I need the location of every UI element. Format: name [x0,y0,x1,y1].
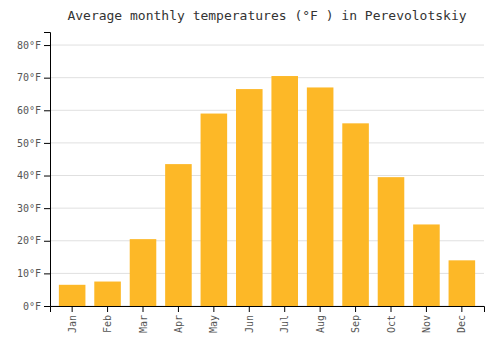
tick-mark [44,110,50,111]
tick-mark [426,306,427,312]
tick-label: Sep [350,315,361,333]
tick-label: Jul [279,315,290,333]
tick: 60°F [17,105,50,116]
tick-mark [355,306,356,312]
tick-mark [143,306,144,312]
axis-line [44,33,51,307]
bar [59,285,86,306]
grid-line [50,45,484,46]
tick-label: Dec [456,315,467,333]
tick: 50°F [17,138,50,149]
grid-line [50,142,484,143]
grid-line [50,208,484,209]
tick: Aug [315,306,326,333]
tick: Dec [456,306,467,333]
tick-mark [44,306,50,307]
tick-label: Jan [67,315,78,333]
tick-mark [44,45,50,46]
tick: Feb [102,306,113,333]
tick: Jul [279,306,290,333]
tick: 80°F [17,40,50,51]
tick-mark [249,306,250,312]
tick-label: Jun [244,315,255,333]
tick-mark [72,306,73,312]
tick-mark [178,306,179,312]
tick-label: 30°F [17,203,41,214]
plot: 0°F 10°F 20°F 30°F 40°F 50°F 60°F 70°F 80°F Jan Fe… [17,33,485,334]
tick-label: 60°F [17,105,41,116]
bar [413,224,440,306]
tick: Nov [421,306,432,333]
tick: May [208,306,219,333]
bar [201,114,228,306]
tick: 40°F [17,170,50,181]
tick: Mar [138,306,149,333]
bar [94,282,121,306]
tick-label: 20°F [17,235,41,246]
tick: Jan [67,306,78,333]
tick-label: Mar [138,315,149,333]
tick-label: Aug [315,315,326,333]
tick-label: Apr [173,315,184,333]
bars [59,76,475,306]
tick: Jun [244,306,255,333]
tick-mark [391,306,392,312]
grid-line [50,175,484,176]
tick-label: 0°F [23,301,41,312]
tick-mark [44,143,50,144]
tick: Sep [350,306,361,333]
tick-mark [284,306,285,312]
tick-label: 10°F [17,268,41,279]
y-axis: 0°F 10°F 20°F 30°F 40°F 50°F 60°F 70°F 80°F [17,33,51,312]
tick: 30°F [17,203,50,214]
tick-label: 80°F [17,40,41,51]
tick-mark [44,273,50,274]
bar [342,123,369,306]
tick: 20°F [17,235,50,246]
title: Average monthly temperatures (°F ) in Pe… [67,8,466,23]
tick-mark [44,78,50,79]
bar [165,164,192,306]
tick-mark [44,208,50,209]
tick-label: Oct [386,315,397,333]
tick-label: 40°F [17,170,41,181]
x-axis: Jan Feb Mar Apr May Jun Jul Aug Sep Oct Nov Dec [51,306,485,333]
tick: 0°F [23,301,50,312]
tick-label: May [208,315,219,333]
axis-line [51,307,485,313]
tick: 10°F [17,268,50,279]
bar [130,239,157,306]
tick-mark [107,306,108,312]
tick-mark [44,241,50,242]
tick-label: Feb [102,315,113,333]
tick-label: Nov [421,315,432,333]
bar [307,87,334,306]
tick: 70°F [17,72,50,83]
tick: Oct [386,306,397,333]
bar [271,76,298,306]
tick-mark [213,306,214,312]
grid-line [50,110,484,111]
bar [236,89,263,306]
grid [50,45,484,306]
tick-label: 50°F [17,138,41,149]
chart: 0°F 10°F 20°F 30°F 40°F 50°F 60°F 70°F 80°F Jan Fe… [0,0,500,350]
tick-mark [461,306,462,312]
grid-line [50,77,484,78]
bar [378,177,405,306]
bar [449,260,476,306]
tick: Apr [173,306,184,333]
tick-mark [44,176,50,177]
tick-mark [320,306,321,312]
tick-label: 70°F [17,72,41,83]
